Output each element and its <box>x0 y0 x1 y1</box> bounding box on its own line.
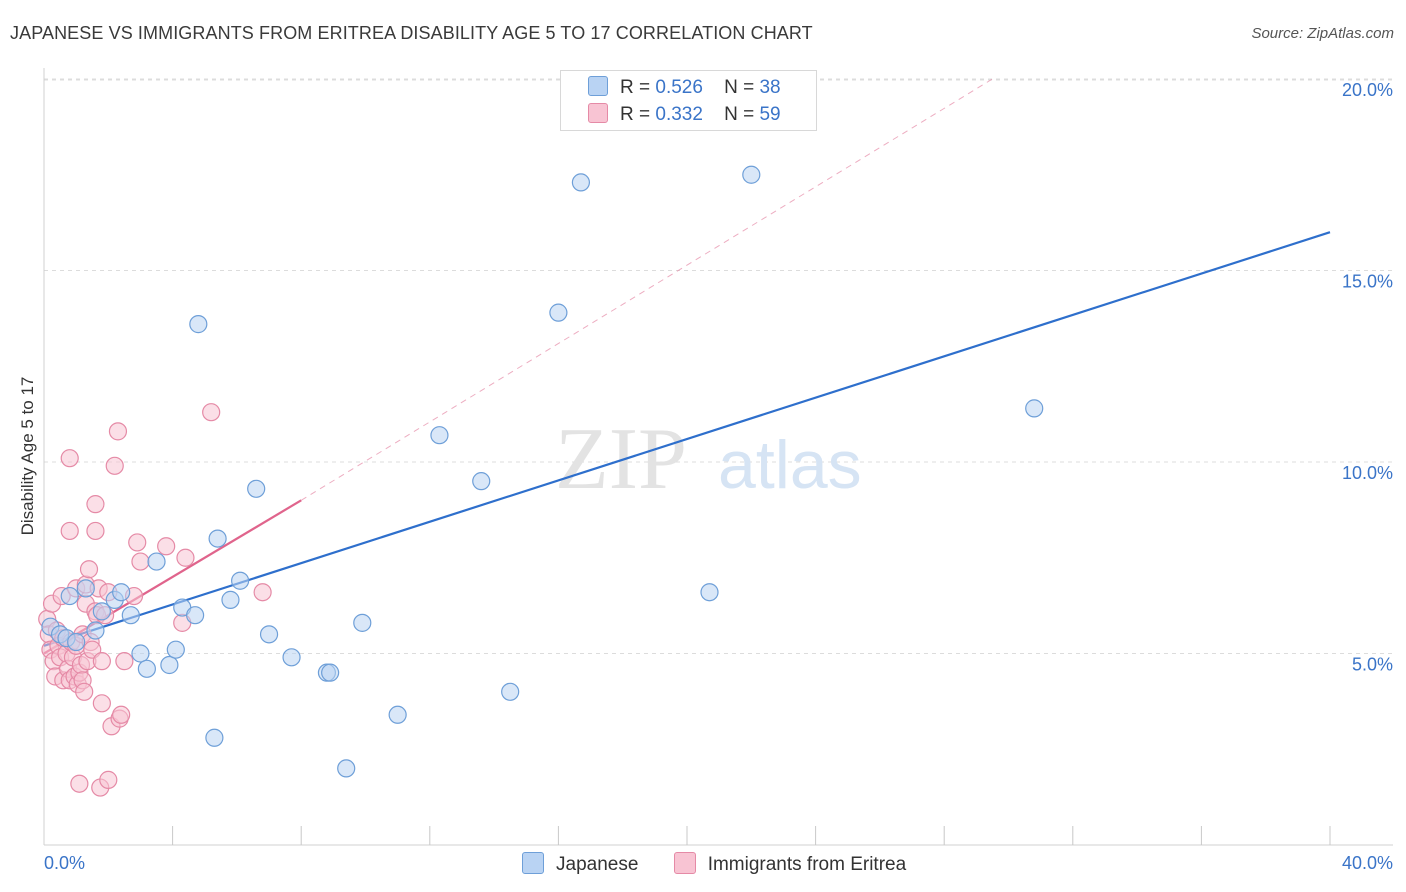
watermark-atlas: atlas <box>718 427 862 503</box>
legend-label-japanese: Japanese <box>556 854 639 875</box>
japanese-swatch <box>522 852 544 874</box>
point-eritrea <box>176 548 195 567</box>
point-japanese <box>337 759 356 778</box>
point-japanese <box>430 426 449 445</box>
point-eritrea <box>86 495 105 514</box>
point-eritrea <box>202 403 221 422</box>
point-japanese <box>160 655 179 675</box>
series-legend: Japanese Immigrants from Eritrea <box>522 852 936 876</box>
point-japanese <box>353 613 372 632</box>
point-eritrea <box>128 533 147 552</box>
point-japanese <box>76 579 95 598</box>
point-eritrea <box>86 521 105 541</box>
legend-row-eritrea: R = 0.332 N = 59 <box>588 103 781 126</box>
point-japanese <box>321 663 340 682</box>
point-japanese <box>282 648 301 667</box>
point-japanese <box>742 165 761 184</box>
source-label: Source: ZipAtlas.com <box>1251 25 1394 42</box>
point-japanese <box>92 602 111 621</box>
point-eritrea <box>60 449 79 468</box>
y-tick-label: 5.0% <box>1352 655 1393 675</box>
point-eritrea <box>99 770 118 789</box>
legend-r-value: 0.332 <box>655 104 703 125</box>
point-eritrea <box>112 705 131 724</box>
point-japanese <box>67 632 86 652</box>
legend-n-value: 59 <box>759 104 781 125</box>
legend-label-eritrea: Immigrants from Eritrea <box>707 854 907 875</box>
correlation-legend: R = 0.526 N = 38 R = 0.332 N = 59 <box>560 70 817 131</box>
point-japanese <box>166 640 185 659</box>
x-tick-label-max: 40.0% <box>1342 853 1393 873</box>
legend-n-label: N = <box>724 104 755 125</box>
point-japanese <box>189 315 208 334</box>
point-japanese <box>86 621 105 640</box>
point-eritrea <box>70 774 89 793</box>
point-japanese <box>1025 399 1044 418</box>
point-eritrea <box>115 652 134 671</box>
point-japanese <box>231 571 250 590</box>
point-japanese <box>221 590 240 609</box>
legend-item-eritrea: Immigrants from Eritrea <box>673 852 907 876</box>
y-tick-label: 10.0% <box>1342 463 1393 483</box>
point-japanese <box>131 644 150 663</box>
point-japanese <box>259 625 279 644</box>
y-tick-label: 20.0% <box>1342 80 1393 100</box>
point-japanese <box>501 682 520 701</box>
trend-line-japanese <box>43 231 1331 647</box>
grid-layer <box>44 78 1393 654</box>
trend-layer <box>43 78 1331 655</box>
point-japanese <box>147 552 166 571</box>
point-japanese <box>137 659 156 678</box>
legend-n-value: 38 <box>759 77 781 98</box>
eritrea-swatch <box>588 103 608 123</box>
point-japanese <box>121 606 140 625</box>
axis-layer: 5.0% 10.0% 15.0% 20.0% 0.0% 40.0% <box>43 68 1393 873</box>
watermark: ZIP atlas <box>555 411 862 508</box>
legend-r-label: R = <box>620 104 651 125</box>
y-tick-label: 15.0% <box>1342 272 1393 292</box>
point-japanese <box>700 583 719 602</box>
point-eritrea <box>60 521 79 541</box>
trend-extension-eritrea <box>300 78 993 501</box>
legend-r-label: R = <box>620 77 651 98</box>
point-japanese <box>472 472 491 491</box>
point-japanese <box>571 173 591 192</box>
point-japanese <box>388 705 407 724</box>
legend-item-japanese: Japanese <box>522 852 638 876</box>
point-eritrea <box>92 652 111 671</box>
point-eritrea <box>253 583 272 602</box>
y-axis-label: Disability Age 5 to 17 <box>18 376 37 536</box>
point-layer <box>38 165 1044 797</box>
point-eritrea <box>157 537 176 556</box>
point-japanese <box>186 606 205 625</box>
point-eritrea <box>75 682 94 701</box>
legend-row-japanese: R = 0.526 N = 38 <box>588 76 781 99</box>
point-japanese <box>247 479 266 498</box>
point-japanese <box>208 529 227 548</box>
x-tick-label-min: 0.0% <box>44 853 85 873</box>
point-japanese <box>549 303 568 322</box>
chart-title: JAPANESE VS IMMIGRANTS FROM ERITREA DISA… <box>10 23 813 43</box>
point-eritrea <box>105 456 124 475</box>
point-eritrea <box>131 552 150 571</box>
point-japanese <box>60 586 79 606</box>
point-eritrea <box>79 560 99 579</box>
eritrea-swatch <box>673 852 696 874</box>
japanese-swatch <box>588 76 608 96</box>
legend-n-label: N = <box>724 77 755 98</box>
legend-r-value: 0.526 <box>655 77 703 98</box>
point-eritrea <box>92 694 111 713</box>
point-japanese <box>205 728 224 747</box>
point-eritrea <box>108 422 128 441</box>
point-japanese <box>112 583 131 602</box>
